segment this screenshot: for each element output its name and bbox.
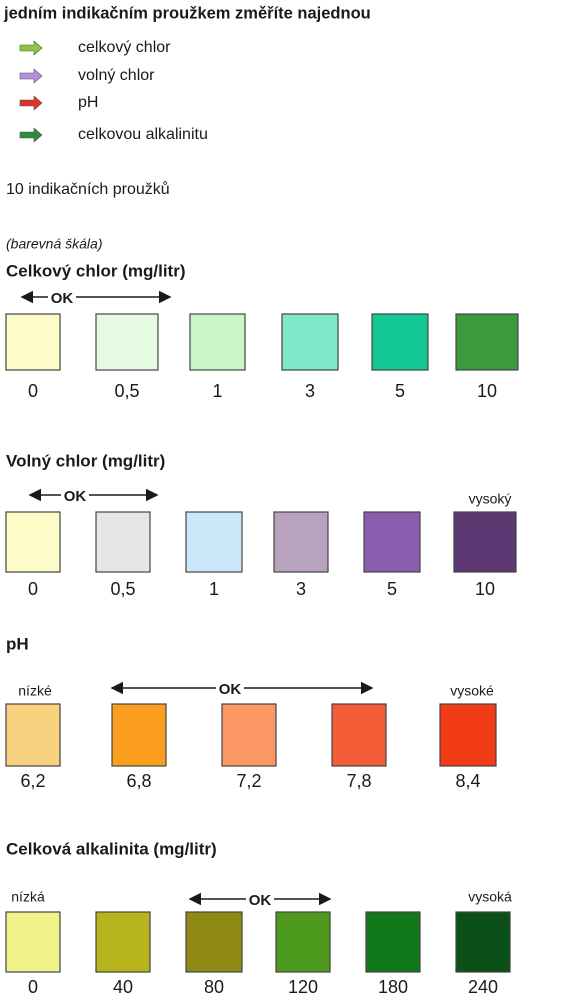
swatch	[363, 511, 421, 573]
swatch-label: 3	[296, 579, 306, 599]
swatch-label: 1	[212, 381, 222, 401]
swatch	[185, 511, 243, 573]
swatch	[439, 703, 497, 767]
legend-label: celkovou alkalinitu	[78, 126, 208, 143]
swatch-label: 180	[378, 977, 408, 997]
legend-arrow	[19, 68, 43, 84]
swatch	[95, 911, 151, 973]
swatch	[365, 911, 421, 973]
section-title: Volný chlor (mg/litr)	[6, 451, 165, 470]
swatch	[453, 511, 517, 573]
swatch	[95, 313, 159, 371]
swatch	[5, 703, 61, 767]
strip-count: 10 indikačních proužků	[6, 180, 170, 198]
section-title: Celkový chlor (mg/litr)	[6, 261, 185, 280]
legend-label: pH	[78, 94, 98, 111]
scale-note: (barevná škála)	[6, 236, 103, 252]
section-title: pH	[6, 634, 29, 653]
legend-arrow	[19, 40, 43, 56]
low-label: nízké	[18, 683, 52, 699]
swatch	[189, 313, 246, 371]
swatch-label: 0	[28, 977, 38, 997]
swatch-label: 3	[305, 381, 315, 401]
high-label: vysoký	[469, 491, 512, 507]
swatch	[5, 313, 61, 371]
swatch	[221, 703, 277, 767]
swatch	[455, 911, 511, 973]
legend-arrow	[19, 127, 43, 143]
swatch	[111, 703, 167, 767]
swatch-label: 0,5	[114, 381, 139, 401]
swatch	[273, 511, 329, 573]
low-label: nízká	[11, 889, 45, 905]
swatch-label: 1	[209, 579, 219, 599]
legend-label: volný chlor	[78, 67, 155, 84]
swatch-label: 5	[387, 579, 397, 599]
swatch-label: 6,2	[20, 771, 45, 791]
swatch	[275, 911, 331, 973]
swatch-label: 120	[288, 977, 318, 997]
swatch	[371, 313, 429, 371]
swatch	[5, 511, 61, 573]
swatch-label: 0	[28, 579, 38, 599]
swatch-label: 80	[204, 977, 224, 997]
swatch	[455, 313, 519, 371]
header-title: jedním indikačním proužkem změříte najed…	[3, 4, 371, 22]
swatch-label: 240	[468, 977, 498, 997]
high-label: vysoké	[450, 683, 494, 699]
swatch-label: 6,8	[126, 771, 151, 791]
section-title: Celková alkalinita (mg/litr)	[6, 839, 217, 858]
ok-label: OK	[249, 892, 272, 909]
ok-label: OK	[219, 681, 242, 698]
swatch	[185, 911, 243, 973]
swatch-label: 40	[113, 977, 133, 997]
swatch-label: 0,5	[110, 579, 135, 599]
swatch-label: 7,8	[346, 771, 371, 791]
legend-label: celkový chlor	[78, 39, 171, 56]
swatch	[331, 703, 387, 767]
high-label: vysoká	[468, 889, 512, 905]
swatch	[5, 911, 61, 973]
legend-arrow	[19, 95, 43, 111]
swatch-label: 8,4	[455, 771, 480, 791]
swatch-label: 0	[28, 381, 38, 401]
swatch-label: 10	[477, 381, 497, 401]
swatch	[95, 511, 151, 573]
swatch	[281, 313, 339, 371]
swatch-label: 5	[395, 381, 405, 401]
ok-label: OK	[51, 290, 74, 307]
ok-label: OK	[64, 488, 87, 505]
swatch-label: 7,2	[236, 771, 261, 791]
swatch-label: 10	[475, 579, 495, 599]
